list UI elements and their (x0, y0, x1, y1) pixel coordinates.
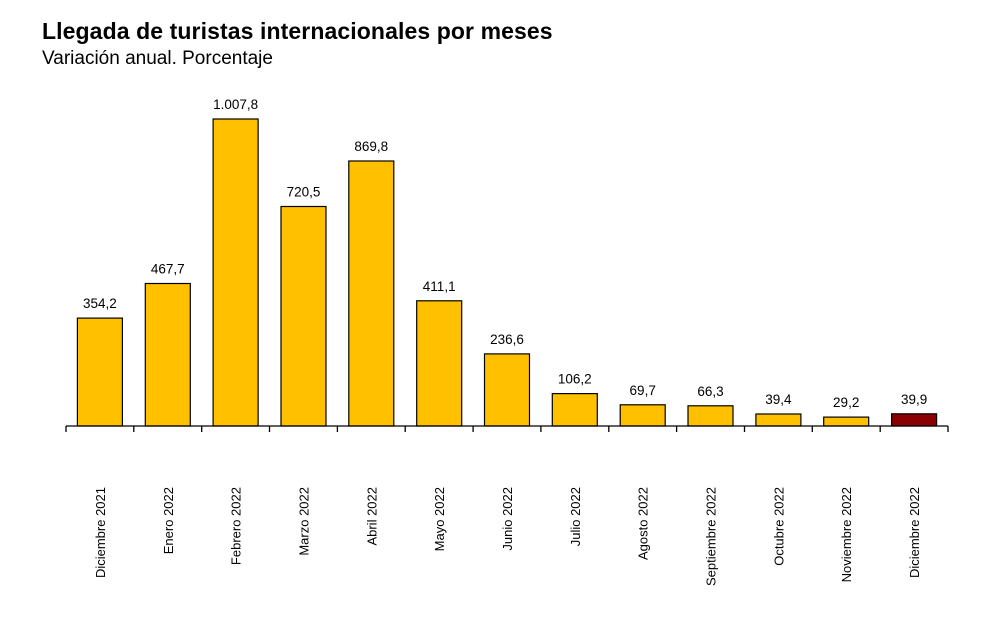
x-tick-label: Marzo 2022 (297, 487, 312, 556)
data-label: 69,7 (630, 383, 656, 398)
data-label: 236,6 (490, 332, 524, 347)
bar (144, 282, 191, 427)
data-label: 66,3 (697, 384, 723, 399)
bar (76, 317, 124, 427)
bar (687, 405, 734, 427)
bar (280, 205, 327, 427)
x-tick-label: Octubre 2022 (771, 487, 786, 566)
bar (551, 393, 598, 427)
x-tick-label: Agosto 2022 (636, 487, 651, 560)
data-label: 39,9 (901, 392, 927, 407)
data-label: 39,4 (765, 392, 792, 407)
data-label: 106,2 (558, 372, 592, 387)
bar (755, 413, 802, 427)
bar (823, 416, 870, 427)
x-tick-label: Abril 2022 (364, 487, 379, 546)
x-tick-label: Noviembre 2022 (839, 487, 854, 582)
data-label: 467,7 (151, 262, 185, 277)
x-tick-label: Mayo 2022 (432, 487, 447, 551)
x-tick-label: Septiembre 2022 (704, 487, 719, 586)
x-tick-label: Diciembre 2022 (907, 487, 922, 578)
bar (483, 353, 531, 427)
chart-title: Llegada de turistas internacionales por … (42, 18, 553, 44)
bar (619, 404, 666, 427)
bar-highlighted (890, 413, 938, 427)
data-label: 29,2 (833, 395, 859, 410)
data-label: 720,5 (287, 185, 321, 200)
data-label: 869,8 (354, 139, 388, 154)
data-label: 1.007,8 (213, 97, 258, 112)
x-tick-label: Junio 2022 (500, 487, 515, 551)
x-tick-label: Diciembre 2021 (93, 487, 108, 578)
data-label: 411,1 (423, 279, 456, 294)
x-tick-label: Febrero 2022 (229, 487, 244, 565)
data-label: 354,2 (83, 296, 117, 311)
bar (212, 118, 259, 427)
x-tick-label: Julio 2022 (568, 487, 583, 546)
x-tick-label: Enero 2022 (161, 487, 176, 554)
chart-subtitle: Variación anual. Porcentaje (42, 48, 273, 69)
bar (348, 160, 395, 427)
bar (416, 300, 463, 427)
